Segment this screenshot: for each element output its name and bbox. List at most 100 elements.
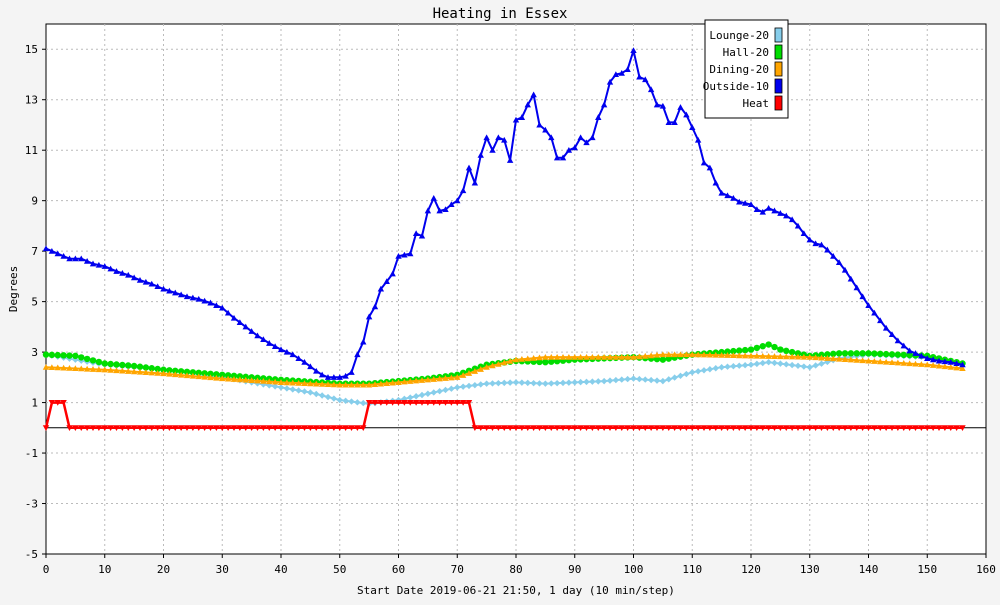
data-point-dining-20 xyxy=(595,353,602,360)
data-point-dining-20 xyxy=(395,379,402,385)
data-point-dining-20 xyxy=(166,370,173,377)
data-point-lounge-20 xyxy=(536,380,543,387)
data-point-outside-10 xyxy=(583,139,590,146)
data-point-hall-20 xyxy=(201,370,208,377)
data-point-outside-10 xyxy=(888,331,896,337)
data-point-heat xyxy=(389,400,396,406)
data-point-heat xyxy=(459,400,467,406)
data-point-dining-20 xyxy=(95,366,103,373)
data-point-outside-10 xyxy=(665,119,672,125)
data-point-outside-10 xyxy=(647,86,655,93)
data-point-heat xyxy=(254,425,261,432)
data-point-dining-20 xyxy=(348,381,355,388)
data-point-outside-10 xyxy=(89,260,97,267)
data-point-dining-20 xyxy=(518,355,526,362)
data-point-heat xyxy=(42,425,50,432)
data-point-outside-10 xyxy=(612,71,620,78)
data-point-outside-10 xyxy=(853,284,860,291)
x-tick-label: 100 xyxy=(624,563,644,576)
data-point-lounge-20 xyxy=(542,380,549,387)
data-point-outside-10 xyxy=(142,278,150,285)
data-point-heat xyxy=(442,400,449,406)
data-point-heat xyxy=(477,425,484,432)
data-point-hall-20 xyxy=(101,360,108,367)
data-point-heat xyxy=(800,425,808,432)
data-point-lounge-20 xyxy=(295,387,302,394)
data-point-dining-20 xyxy=(659,351,667,358)
data-point-dining-20 xyxy=(847,356,855,363)
data-point-outside-10 xyxy=(718,189,725,196)
data-point-hall-20 xyxy=(724,348,731,355)
data-point-dining-20 xyxy=(888,359,896,366)
data-point-lounge-20 xyxy=(730,363,737,370)
data-point-heat xyxy=(642,425,649,432)
data-point-dining-20 xyxy=(195,373,202,380)
data-point-dining-20 xyxy=(683,351,690,358)
data-point-hall-20 xyxy=(195,369,202,376)
data-point-heat xyxy=(430,400,437,406)
data-point-heat xyxy=(418,400,426,406)
legend-swatch-dining-20 xyxy=(774,61,783,77)
data-point-outside-10 xyxy=(354,351,361,358)
data-point-heat xyxy=(407,400,414,406)
data-point-lounge-20 xyxy=(759,359,766,367)
y-tick-label: 7 xyxy=(31,245,38,258)
data-point-outside-10 xyxy=(882,324,890,331)
data-point-heat xyxy=(78,425,85,432)
data-point-dining-20 xyxy=(783,353,790,360)
data-point-lounge-20 xyxy=(724,363,731,370)
data-point-outside-10 xyxy=(841,266,849,273)
data-point-outside-10 xyxy=(236,319,244,326)
data-point-lounge-20 xyxy=(712,365,719,372)
y-tick-label: -1 xyxy=(25,447,38,460)
data-point-hall-20 xyxy=(148,365,155,372)
data-point-dining-20 xyxy=(912,360,919,367)
data-point-hall-20 xyxy=(765,341,772,348)
data-point-dining-20 xyxy=(694,351,702,358)
data-point-dining-20 xyxy=(219,375,226,382)
x-tick-label: 10 xyxy=(98,563,111,576)
data-point-dining-20 xyxy=(89,366,97,372)
data-point-lounge-20 xyxy=(442,386,449,394)
y-tick-label: 3 xyxy=(31,346,38,359)
data-point-heat xyxy=(330,425,338,432)
data-point-heat xyxy=(536,425,543,432)
data-point-heat xyxy=(342,425,349,432)
data-point-dining-20 xyxy=(501,359,508,366)
data-point-outside-10 xyxy=(424,207,432,214)
data-point-dining-20 xyxy=(295,379,302,386)
data-point-outside-10 xyxy=(530,91,537,98)
y-tick-label: 13 xyxy=(25,94,38,107)
data-point-outside-10 xyxy=(83,258,91,264)
data-point-outside-10 xyxy=(330,374,338,380)
data-point-outside-10 xyxy=(706,164,714,171)
data-point-dining-20 xyxy=(571,353,578,360)
data-point-lounge-20 xyxy=(548,380,555,387)
data-point-hall-20 xyxy=(753,344,761,352)
legend-label-dining-20: Dining-20 xyxy=(709,63,769,76)
data-point-outside-10 xyxy=(189,294,197,301)
data-point-lounge-20 xyxy=(671,374,678,381)
data-point-outside-10 xyxy=(383,278,390,284)
data-point-hall-20 xyxy=(888,351,896,358)
data-point-outside-10 xyxy=(724,192,731,199)
data-point-outside-10 xyxy=(95,261,103,268)
data-point-hall-20 xyxy=(859,350,866,357)
data-point-heat xyxy=(947,425,954,432)
data-point-outside-10 xyxy=(324,374,332,380)
data-point-outside-10 xyxy=(771,207,778,214)
data-point-heat xyxy=(260,425,267,432)
data-point-lounge-20 xyxy=(736,362,743,369)
data-point-heat xyxy=(706,425,714,432)
data-point-heat xyxy=(589,425,596,432)
data-point-dining-20 xyxy=(371,381,379,387)
data-point-heat xyxy=(383,400,390,406)
data-point-hall-20 xyxy=(853,350,860,357)
y-axis-label: Degrees xyxy=(7,266,20,312)
data-point-dining-20 xyxy=(835,355,843,362)
data-point-heat xyxy=(959,425,966,432)
data-point-outside-10 xyxy=(289,351,296,358)
data-point-heat xyxy=(524,425,531,432)
data-point-outside-10 xyxy=(113,268,120,274)
data-point-heat xyxy=(271,425,279,432)
